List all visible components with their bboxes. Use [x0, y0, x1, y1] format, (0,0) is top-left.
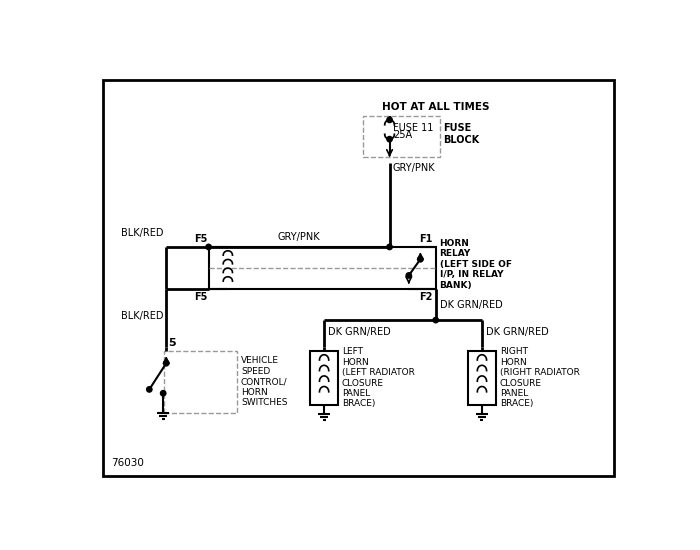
- Circle shape: [406, 273, 412, 278]
- Circle shape: [387, 244, 392, 250]
- Text: BLK/RED: BLK/RED: [121, 228, 164, 239]
- Text: 25A: 25A: [393, 130, 412, 140]
- Circle shape: [387, 117, 392, 123]
- Text: VEHICLE
SPEED
CONTROL/
HORN
SWITCHES: VEHICLE SPEED CONTROL/ HORN SWITCHES: [241, 356, 288, 407]
- Bar: [164, 351, 237, 412]
- Text: FUSE
BLOCK: FUSE BLOCK: [444, 123, 480, 145]
- Circle shape: [387, 136, 392, 142]
- Bar: [209, 247, 435, 289]
- Text: F5: F5: [194, 234, 207, 244]
- Text: F5: F5: [194, 293, 207, 303]
- Circle shape: [206, 244, 211, 250]
- Text: F2: F2: [419, 293, 433, 303]
- Text: DK GRN/RED: DK GRN/RED: [486, 327, 549, 337]
- Bar: [363, 116, 440, 157]
- Bar: [468, 351, 496, 405]
- Text: 76030: 76030: [111, 458, 144, 468]
- Circle shape: [146, 387, 152, 392]
- Text: DK GRN/RED: DK GRN/RED: [440, 300, 503, 310]
- Text: LEFT
HORN
(LEFT RADIATOR
CLOSURE
PANEL
BRACE): LEFT HORN (LEFT RADIATOR CLOSURE PANEL B…: [342, 348, 414, 408]
- Text: FUSE 11: FUSE 11: [393, 123, 434, 133]
- Text: HORN
RELAY
(LEFT SIDE OF
I/P, IN RELAY
BANK): HORN RELAY (LEFT SIDE OF I/P, IN RELAY B…: [440, 239, 512, 290]
- Text: F1: F1: [419, 234, 433, 244]
- Text: BLK/RED: BLK/RED: [121, 311, 164, 321]
- Circle shape: [433, 317, 438, 323]
- Text: RIGHT
HORN
(RIGHT RADIATOR
CLOSURE
PANEL
BRACE): RIGHT HORN (RIGHT RADIATOR CLOSURE PANEL…: [500, 348, 580, 408]
- Circle shape: [160, 390, 166, 396]
- Bar: [310, 351, 338, 405]
- Text: DK GRN/RED: DK GRN/RED: [328, 327, 391, 337]
- Text: 5: 5: [169, 338, 176, 348]
- Text: HOT AT ALL TIMES: HOT AT ALL TIMES: [382, 102, 489, 112]
- Circle shape: [164, 361, 169, 366]
- Circle shape: [418, 256, 423, 262]
- Text: GRY/PNK: GRY/PNK: [393, 163, 435, 173]
- Text: GRY/PNK: GRY/PNK: [278, 232, 321, 241]
